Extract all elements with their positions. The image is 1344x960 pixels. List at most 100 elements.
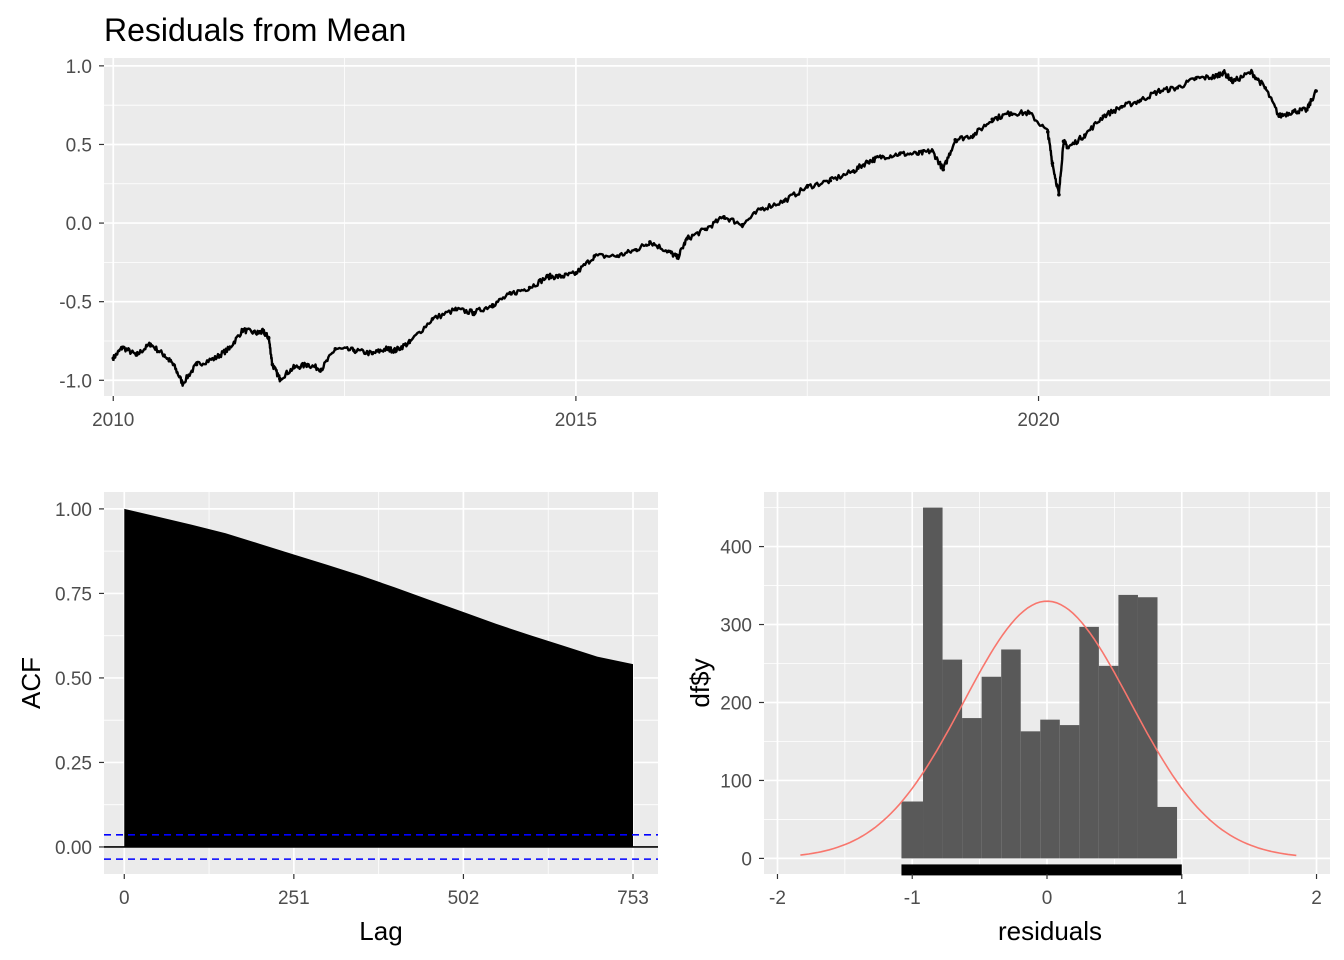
x-tick-label: -1 bbox=[904, 888, 921, 909]
series-point bbox=[592, 254, 597, 258]
series-point bbox=[1101, 114, 1106, 118]
series-point bbox=[254, 331, 259, 335]
series-point bbox=[879, 155, 884, 159]
series-point bbox=[953, 137, 958, 142]
series-point bbox=[407, 340, 412, 345]
histogram-bar bbox=[1157, 806, 1178, 859]
y-tick-label: 0.0 bbox=[66, 214, 92, 235]
histogram-bar bbox=[1079, 626, 1099, 859]
series-point bbox=[828, 178, 833, 183]
y-tick-label: 100 bbox=[720, 771, 752, 792]
x-tick-label: 2020 bbox=[1017, 410, 1059, 431]
series-point bbox=[1157, 89, 1161, 93]
series-point bbox=[240, 328, 245, 332]
histogram-bar bbox=[1040, 719, 1060, 859]
series-point bbox=[1120, 104, 1124, 109]
series-point bbox=[111, 356, 116, 361]
series-point bbox=[782, 199, 786, 203]
x-tick-label: 0 bbox=[119, 888, 130, 909]
series-point bbox=[740, 222, 745, 227]
histogram-bar bbox=[962, 718, 982, 859]
series-point bbox=[990, 117, 995, 122]
series-point bbox=[453, 307, 458, 312]
series-point bbox=[675, 255, 680, 260]
series-point bbox=[897, 152, 902, 156]
y-tick-label: 0.25 bbox=[55, 753, 92, 774]
axis-ticks: -1.0 -0.5 0.0 0.5 1.0 2010 2015 2020 bbox=[59, 57, 1059, 431]
series-point bbox=[1221, 70, 1226, 74]
series-point bbox=[527, 285, 532, 290]
x-tick-label: 0 bbox=[1042, 888, 1053, 909]
series-point bbox=[148, 342, 153, 346]
x-tick-label: 1 bbox=[1176, 888, 1187, 909]
histogram-bar bbox=[1098, 665, 1119, 859]
series-point bbox=[134, 353, 139, 357]
series-point bbox=[759, 207, 763, 211]
axis-ticks: 0.00 0.25 0.50 0.75 1.00 0 251 502 753 bbox=[55, 500, 649, 909]
series-point bbox=[1066, 145, 1070, 150]
acf-panel: 0.00 0.25 0.50 0.75 1.00 0 251 502 753 Lag ACF bbox=[16, 492, 658, 946]
y-tick-label: 300 bbox=[720, 616, 752, 637]
x-tick-label: 2010 bbox=[92, 410, 134, 431]
y-tick-label: 400 bbox=[720, 538, 752, 559]
x-axis-title: Lag bbox=[359, 916, 402, 946]
y-tick-label: 0 bbox=[741, 849, 752, 870]
series-point bbox=[722, 214, 726, 219]
series-point bbox=[213, 356, 217, 361]
series-point bbox=[227, 347, 231, 351]
series-point bbox=[916, 152, 921, 156]
x-tick-label: 753 bbox=[617, 888, 649, 909]
series-point bbox=[634, 247, 638, 252]
series-point bbox=[1291, 109, 1295, 114]
series-point bbox=[261, 329, 265, 334]
series-point bbox=[1057, 192, 1061, 197]
series-point bbox=[490, 303, 495, 307]
plot-background bbox=[104, 58, 1330, 396]
series-point bbox=[1027, 111, 1032, 115]
series-point bbox=[1008, 111, 1013, 115]
series-point bbox=[1277, 114, 1281, 118]
y-tick-label: 0.50 bbox=[55, 669, 92, 690]
series-point bbox=[666, 249, 671, 254]
series-point bbox=[278, 376, 282, 381]
chart-title: Residuals from Mean bbox=[104, 12, 406, 48]
series-point bbox=[370, 351, 375, 356]
histogram-panel: 0 100 200 300 400 -2 -1 0 1 2 residuals df$y bbox=[685, 492, 1330, 946]
series-point bbox=[648, 240, 652, 244]
histogram-bar bbox=[923, 507, 943, 859]
histogram-bar bbox=[1020, 731, 1041, 859]
y-tick-label: 1.00 bbox=[55, 500, 92, 521]
series-point bbox=[1314, 89, 1318, 93]
x-tick-label: -2 bbox=[769, 888, 786, 909]
series-point bbox=[685, 236, 689, 241]
y-tick-label: 200 bbox=[720, 693, 752, 714]
series-point bbox=[546, 274, 550, 279]
axis-ticks: 0 100 200 300 400 -2 -1 0 1 2 bbox=[720, 538, 1322, 909]
series-point bbox=[384, 347, 389, 351]
histogram-bar bbox=[981, 676, 1002, 859]
y-axis-title: ACF bbox=[16, 657, 46, 709]
series-point bbox=[615, 254, 620, 258]
x-tick-label: 2015 bbox=[555, 410, 597, 431]
series-point bbox=[162, 353, 166, 357]
series-point bbox=[472, 310, 476, 315]
y-tick-label: 0.00 bbox=[55, 838, 92, 859]
series-point bbox=[194, 362, 199, 367]
series-point bbox=[930, 148, 934, 153]
histogram-bar bbox=[1001, 649, 1021, 859]
series-point bbox=[120, 345, 125, 350]
histogram-bar bbox=[1137, 597, 1158, 859]
series-point bbox=[560, 274, 564, 279]
y-tick-label: -1.0 bbox=[59, 371, 92, 392]
series-point bbox=[1249, 70, 1254, 74]
x-axis-title: residuals bbox=[998, 916, 1102, 946]
series-point bbox=[266, 336, 271, 340]
y-tick-label: 0.5 bbox=[66, 135, 92, 156]
y-tick-label: 0.75 bbox=[55, 584, 92, 605]
series-point bbox=[1050, 161, 1055, 166]
series-point bbox=[291, 365, 296, 370]
series-point bbox=[305, 362, 310, 367]
series-point bbox=[319, 367, 324, 372]
series-point bbox=[941, 167, 946, 172]
